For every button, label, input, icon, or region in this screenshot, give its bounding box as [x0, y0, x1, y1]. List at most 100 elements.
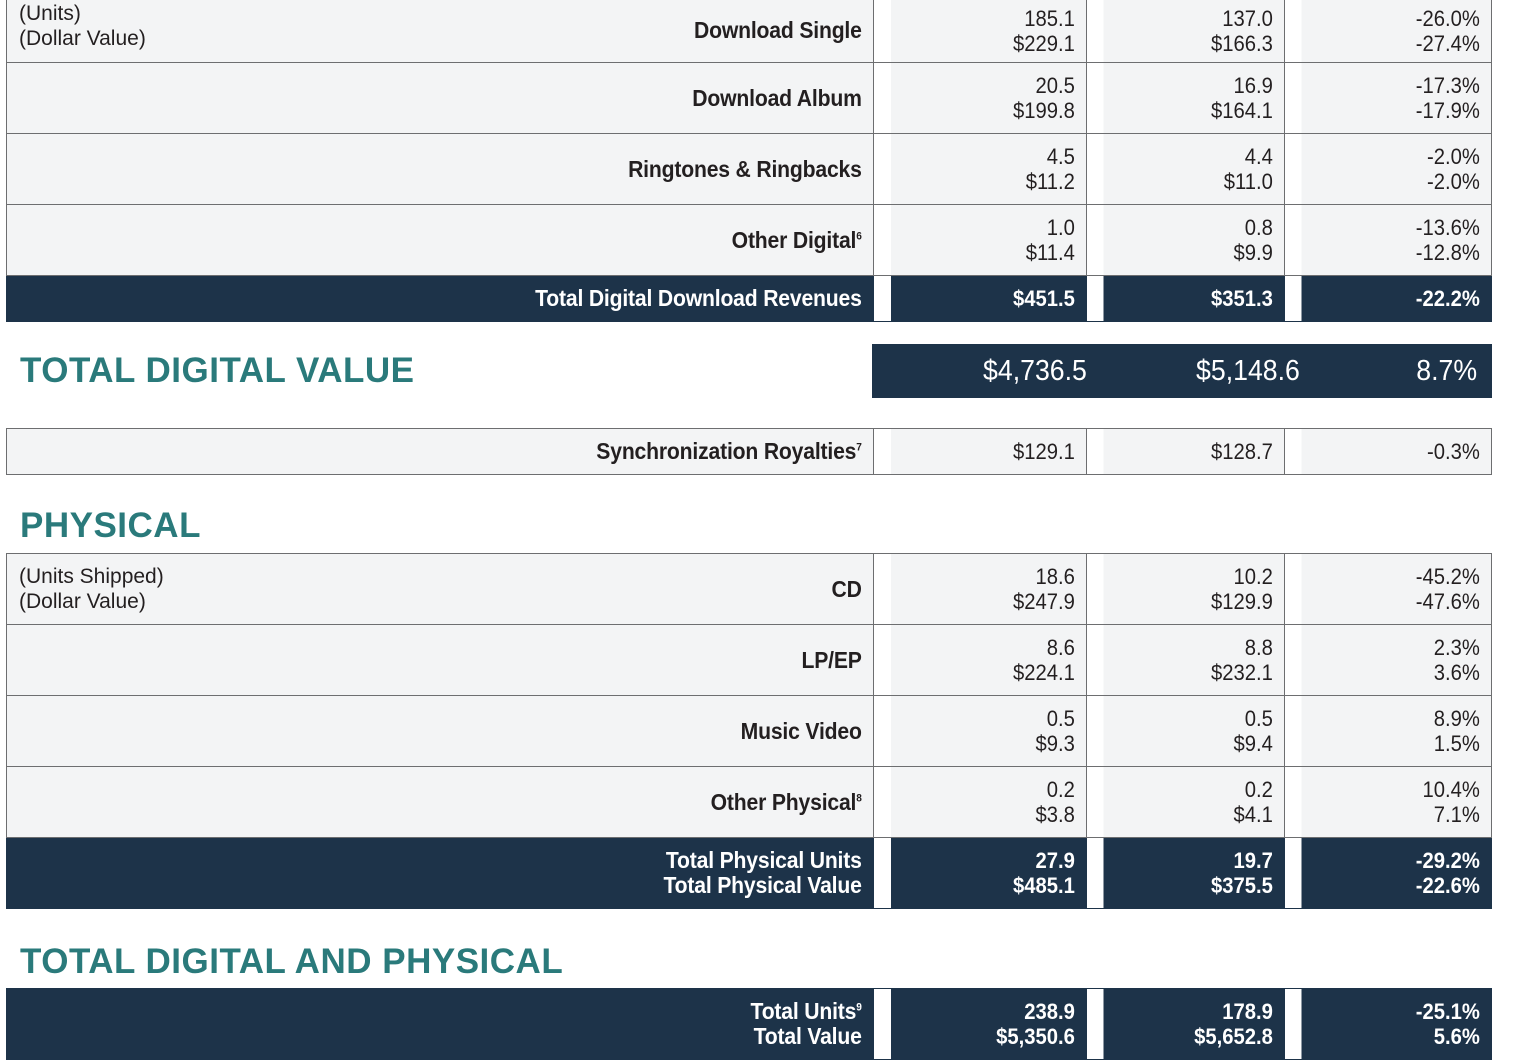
year2-total: $5,148.6 [1101, 344, 1315, 398]
dollar-value: $232.1 [1210, 660, 1273, 685]
value-text: $5,148.6 [1196, 354, 1300, 387]
footnote-marker: 7 [856, 441, 862, 454]
dollar-value: $11.0 [1223, 169, 1273, 194]
units-value: 178.9 [1221, 999, 1273, 1024]
total-units-label: Total Units9 [76, 998, 862, 1024]
percent-change: -2.0% -2.0% [1300, 133, 1492, 205]
total-digital-and-physical-table: Total Units9 Total Value 238.9 $5,350.6 17… [6, 988, 1492, 1060]
row-name-text: Other Digital [731, 226, 857, 253]
units-value: 8.6 [1047, 635, 1076, 660]
year2-total: $351.3 [1102, 275, 1285, 322]
percent-change-total: 8.7% [1314, 344, 1492, 398]
footnote-marker: 6 [856, 229, 862, 242]
dollar-value: $9.3 [1035, 731, 1076, 756]
row-label-cell: Ringtones & Ringbacks [6, 133, 874, 205]
total-units-label: Total Physical Units [665, 847, 862, 873]
year1-value: 18.6 $247.9 [889, 553, 1088, 625]
grand-total-label: Total Units9 Total Value [76, 999, 872, 1049]
year2-value: 16.9 $164.1 [1102, 62, 1285, 134]
value-text: 8.7% [1416, 354, 1477, 387]
units-change: -25.1% [1415, 999, 1480, 1024]
units-change: -45.2% [1415, 564, 1480, 589]
percent-change: 8.9% 1.5% [1300, 695, 1492, 767]
dollar-value: $11.4 [1026, 240, 1076, 265]
dollar-change: -12.8% [1415, 240, 1480, 265]
dollar-change: 7.1% [1433, 802, 1480, 827]
row-label-cell: Total Physical Units Total Physical Value [6, 837, 874, 909]
units-value: 0.5 [1244, 706, 1273, 731]
units-value: 185.1 [1024, 5, 1076, 31]
row-name: Synchronization Royalties7 [76, 439, 872, 464]
percent-change: -13.6% -12.8% [1300, 204, 1492, 276]
percent-change-total: -29.2% -22.6% [1300, 837, 1492, 909]
units-change: 10.4% [1422, 777, 1480, 802]
row-name-text: Other Physical [710, 788, 857, 815]
total-digital-value-heading: TOTAL DIGITAL VALUE [20, 351, 415, 390]
table-row: Synchronization Royalties7 $129.1 $128.7… [6, 428, 1492, 475]
units-label: (Units) [19, 2, 81, 25]
units-value: 16.9 [1233, 73, 1273, 98]
dollar-value: $247.9 [1013, 589, 1076, 614]
dollar-value: $199.8 [1013, 98, 1076, 123]
dollar-value: $9.9 [1233, 240, 1273, 265]
year1-value: 0.5 $9.3 [889, 695, 1088, 767]
dollar-change: -2.0% [1427, 169, 1480, 194]
percent-change: 10.4% 7.1% [1300, 766, 1492, 838]
dollar-change: -47.6% [1415, 589, 1480, 614]
total-digital-and-physical-heading: TOTAL DIGITAL AND PHYSICAL [20, 942, 564, 981]
year1-value: 8.6 $224.1 [889, 624, 1088, 696]
dollar-value: $375.5 [1210, 873, 1273, 898]
units-change: -17.3% [1415, 73, 1480, 98]
row-name: Other Physical8 [76, 788, 872, 815]
dollar-value: $3.8 [1035, 802, 1076, 827]
units-change: -2.0% [1427, 144, 1480, 169]
units-value: 27.9 [1035, 848, 1076, 873]
units-value: 0.2 [1047, 777, 1076, 802]
year1-value: 20.5 $199.8 [889, 62, 1088, 134]
dollar-change: -17.9% [1415, 98, 1480, 123]
table-row: Other Physical8 0.2 $3.8 0.2 $4.1 10.4% 7.1… [6, 766, 1492, 838]
year1-value: 185.1 $229.1 [889, 0, 1088, 63]
label-text: Total Units [750, 998, 857, 1024]
percent-change: -45.2% -47.6% [1300, 553, 1492, 625]
units-value: 10.2 [1233, 564, 1273, 589]
row-name: Download Album [692, 84, 862, 111]
row-label-cell: (Units Shipped) (Dollar Value) CD [6, 553, 874, 625]
dollar-value: $9.4 [1233, 731, 1273, 756]
total-row: Total Physical Units Total Physical Value… [6, 837, 1492, 909]
total-row: Total Digital Download Revenues $451.5 $… [6, 275, 1492, 322]
units-value: 137.0 [1221, 5, 1273, 31]
units-change: -26.0% [1415, 5, 1480, 31]
row-name: Other Digital6 [76, 226, 872, 253]
units-value: 0.2 [1244, 777, 1273, 802]
total-row: Total Units9 Total Value 238.9 $5,350.6 17… [6, 988, 1492, 1060]
table-row: Ringtones & Ringbacks 4.5 $11.2 4.4 $11.0 … [6, 133, 1492, 205]
dollar-change: -27.4% [1415, 30, 1480, 56]
units-value: 20.5 [1035, 73, 1076, 98]
value-text: $4,736.5 [983, 354, 1087, 387]
units-dollar-label: (Units Shipped) (Dollar Value) [19, 564, 164, 614]
year1-value: $129.1 [889, 428, 1088, 475]
total-digital-download-label: Total Digital Download Revenues [535, 285, 862, 311]
row-name: CD [831, 575, 862, 602]
row-label-cell: (Units) (Dollar Value) Download Single [6, 0, 874, 63]
year1-value: 0.2 $3.8 [889, 766, 1088, 838]
dollar-value: $164.1 [1210, 98, 1273, 123]
row-name-text: Synchronization Royalties [596, 438, 857, 464]
table-row: Download Album 20.5 $199.8 16.9 $164.1 -17… [6, 62, 1492, 134]
footnote-marker: 8 [856, 791, 862, 804]
row-label-cell: Total Digital Download Revenues [6, 275, 874, 322]
row-name: LP/EP [801, 646, 862, 673]
year2-value: 8.8 $232.1 [1102, 624, 1285, 696]
percent-change-total: -25.1% 5.6% [1300, 988, 1492, 1060]
year1-total: 238.9 $5,350.6 [889, 988, 1088, 1060]
units-value: 19.7 [1233, 848, 1273, 873]
dollar-change: -22.6% [1415, 873, 1480, 898]
row-label-cell: Total Units9 Total Value [6, 988, 874, 1060]
row-label-cell: Other Digital6 [6, 204, 874, 276]
dollar-change: 1.5% [1433, 731, 1480, 756]
year2-value: $128.7 [1102, 428, 1285, 475]
year1-value: 1.0 $11.4 [889, 204, 1088, 276]
table-row: Other Digital6 1.0 $11.4 0.8 $9.9 -13.6% -1… [6, 204, 1492, 276]
year2-value: 0.8 $9.9 [1102, 204, 1285, 276]
